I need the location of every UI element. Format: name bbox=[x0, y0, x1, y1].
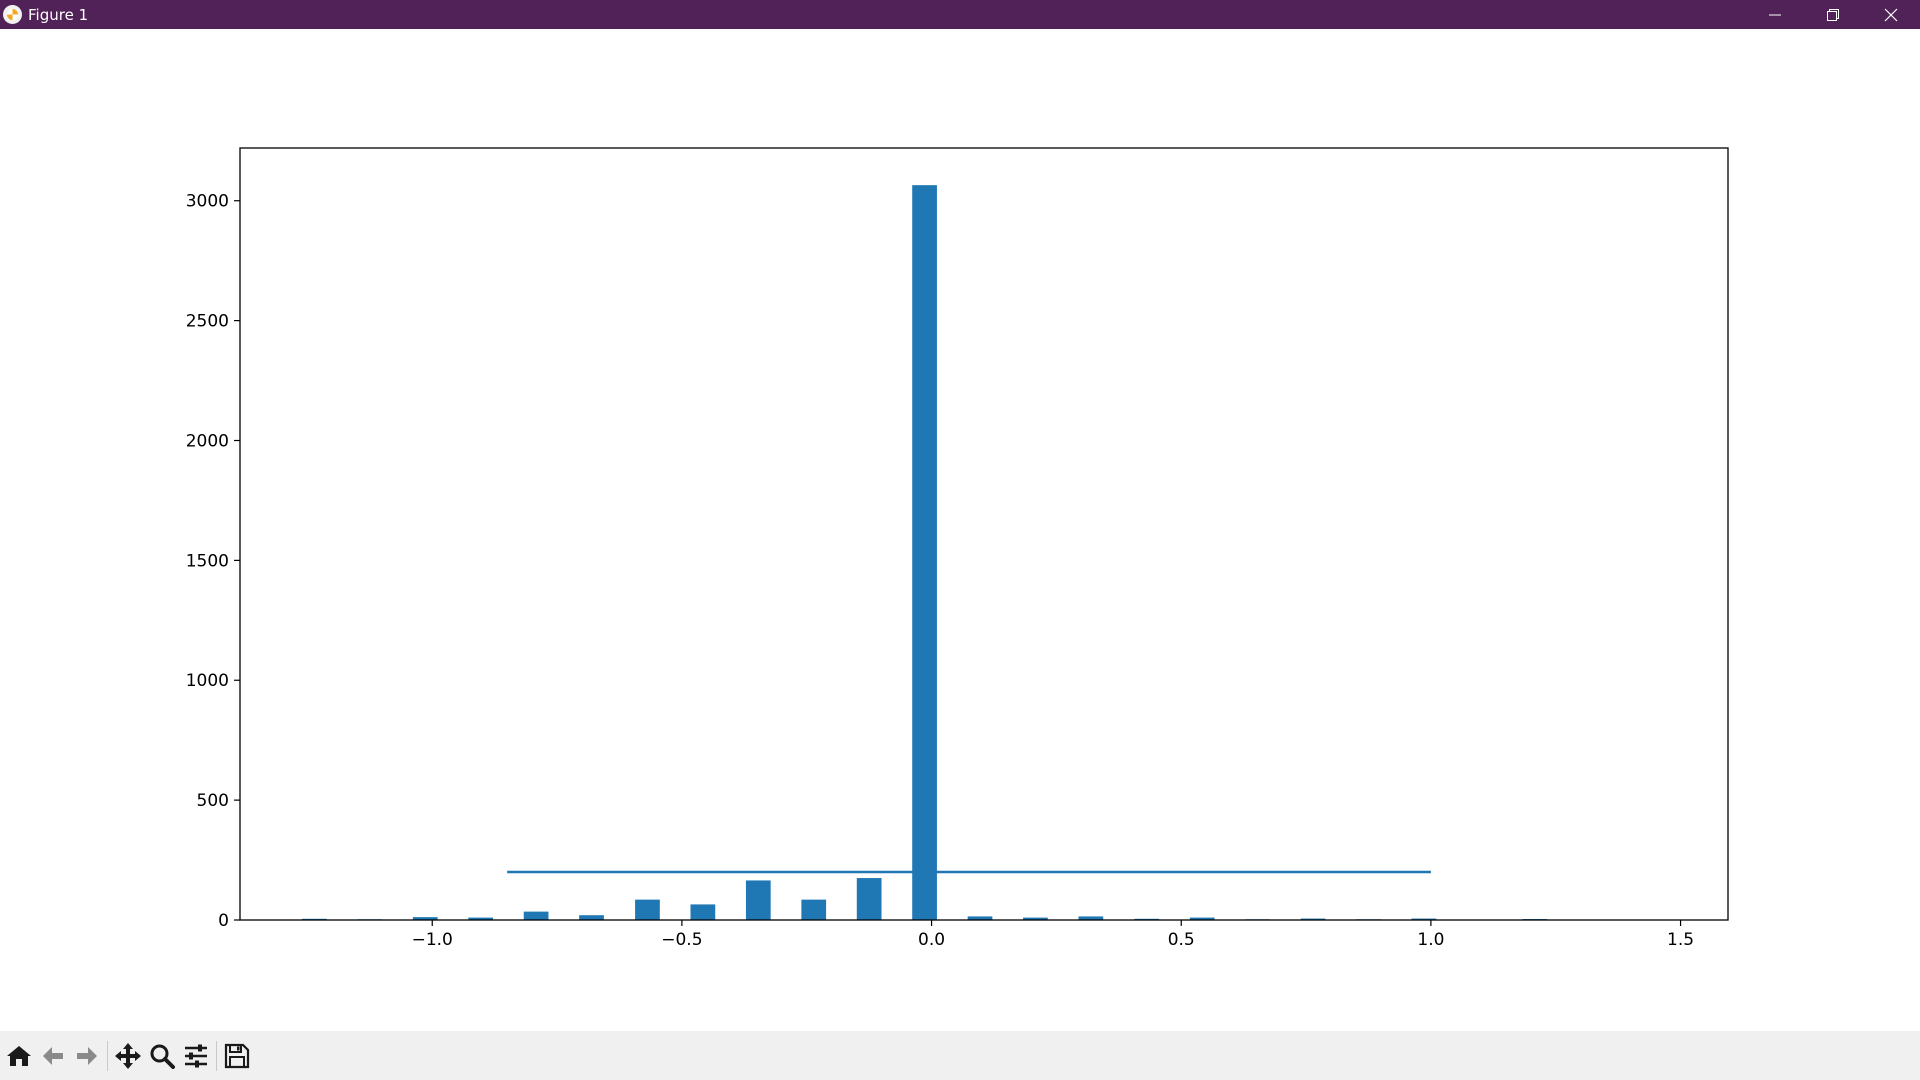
y-tick-label: 2500 bbox=[186, 312, 229, 332]
toolbar-separator bbox=[216, 1041, 217, 1071]
zoom-button[interactable] bbox=[145, 1039, 179, 1073]
minimize-button[interactable] bbox=[1746, 0, 1804, 29]
forward-button[interactable] bbox=[70, 1039, 104, 1073]
pan-button[interactable] bbox=[111, 1039, 145, 1073]
configure-subplots-button[interactable] bbox=[179, 1039, 213, 1073]
close-icon bbox=[1883, 7, 1899, 23]
restore-button[interactable] bbox=[1804, 0, 1862, 29]
y-tick-label: 2000 bbox=[186, 431, 229, 451]
y-tick-label: 1000 bbox=[186, 671, 229, 691]
y-tick-label: 3000 bbox=[186, 192, 229, 212]
bar-chart: −1.0 −0.5 0.0 0.5 1.0 1.5 0 500 1000 1500 2000 2500… bbox=[0, 29, 1920, 1031]
x-tick-label: 0.5 bbox=[1168, 930, 1195, 950]
close-button[interactable] bbox=[1862, 0, 1920, 29]
y-tick-label: 0 bbox=[218, 911, 229, 931]
window-title: Figure 1 bbox=[28, 6, 88, 24]
back-icon bbox=[41, 1044, 65, 1068]
navigation-toolbar bbox=[0, 1031, 1920, 1080]
bar-10 bbox=[857, 878, 882, 920]
x-tick-label: 1.5 bbox=[1667, 930, 1694, 950]
bar-6 bbox=[635, 900, 660, 920]
bar-5 bbox=[579, 915, 604, 920]
x-tick-label: −1.0 bbox=[412, 930, 453, 950]
back-button[interactable] bbox=[36, 1039, 70, 1073]
bar-8 bbox=[746, 880, 771, 920]
y-tick-label: 500 bbox=[197, 791, 229, 811]
bar-9 bbox=[801, 900, 826, 920]
bar-11 bbox=[912, 185, 937, 920]
window-controls bbox=[1746, 0, 1920, 29]
axes-frame bbox=[240, 148, 1728, 920]
toolbar-separator bbox=[107, 1041, 108, 1071]
y-tick-label: 1500 bbox=[186, 551, 229, 571]
home-button[interactable] bbox=[2, 1039, 36, 1073]
minimize-icon bbox=[1768, 8, 1782, 22]
home-icon bbox=[6, 1044, 32, 1068]
pan-icon bbox=[114, 1042, 142, 1070]
configure-subplots-icon bbox=[183, 1043, 209, 1069]
figure-canvas[interactable]: −1.0 −0.5 0.0 0.5 1.0 1.5 0 500 1000 1500 2000 2500… bbox=[0, 29, 1920, 1031]
restore-icon bbox=[1826, 8, 1840, 22]
bar-7 bbox=[691, 904, 716, 920]
x-tick-label: 0.0 bbox=[918, 930, 945, 950]
save-button[interactable] bbox=[220, 1039, 254, 1073]
forward-icon bbox=[75, 1044, 99, 1068]
matplotlib-logo-icon bbox=[3, 5, 22, 24]
save-icon bbox=[224, 1043, 250, 1069]
zoom-icon bbox=[149, 1043, 175, 1069]
bar-4 bbox=[524, 912, 549, 920]
x-tick-label: −0.5 bbox=[661, 930, 702, 950]
x-tick-label: 1.0 bbox=[1417, 930, 1444, 950]
window-titlebar[interactable]: Figure 1 bbox=[0, 0, 1920, 29]
